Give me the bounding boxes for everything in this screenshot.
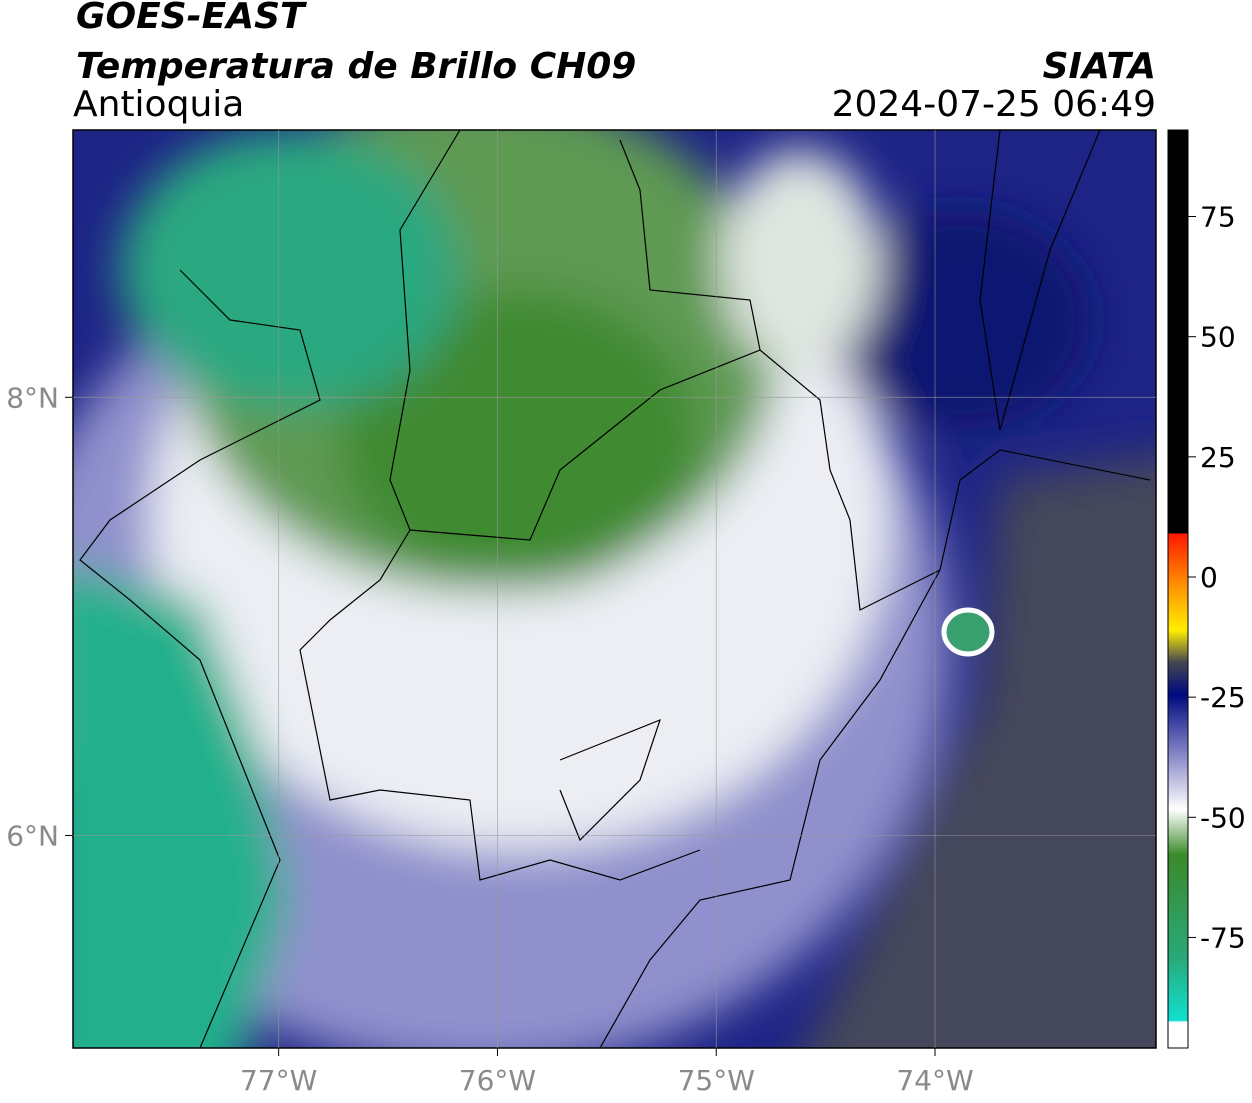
colorbar-label: -50 xyxy=(1200,801,1246,834)
subtitle: Temperatura de Brillo CH09 xyxy=(76,46,636,87)
timestamp: 2024-07-25 06:49 xyxy=(832,84,1156,125)
colorbar-label: -25 xyxy=(1200,681,1246,714)
source: SIATA xyxy=(1043,46,1156,87)
colorbar-label: 25 xyxy=(1200,441,1236,474)
map-image xyxy=(73,130,1156,1048)
x-tick-label: 74°W xyxy=(896,1064,973,1097)
title: GOES-EAST xyxy=(76,0,307,37)
x-tick-label: 76°W xyxy=(459,1064,536,1097)
colorbar-label: 0 xyxy=(1200,561,1218,594)
colorbar-label: 75 xyxy=(1200,201,1236,234)
map-frame xyxy=(72,129,1157,1049)
y-tick-label: 8°N xyxy=(6,381,59,414)
colorbar-label: -75 xyxy=(1200,921,1246,954)
x-tick-label: 77°W xyxy=(240,1064,317,1097)
region: Antioquia xyxy=(73,84,244,125)
y-tick-label: 6°N xyxy=(6,819,59,852)
colorbar-label: 50 xyxy=(1200,321,1236,354)
x-tick-label: 75°W xyxy=(678,1064,755,1097)
colorbar xyxy=(1167,129,1189,1049)
